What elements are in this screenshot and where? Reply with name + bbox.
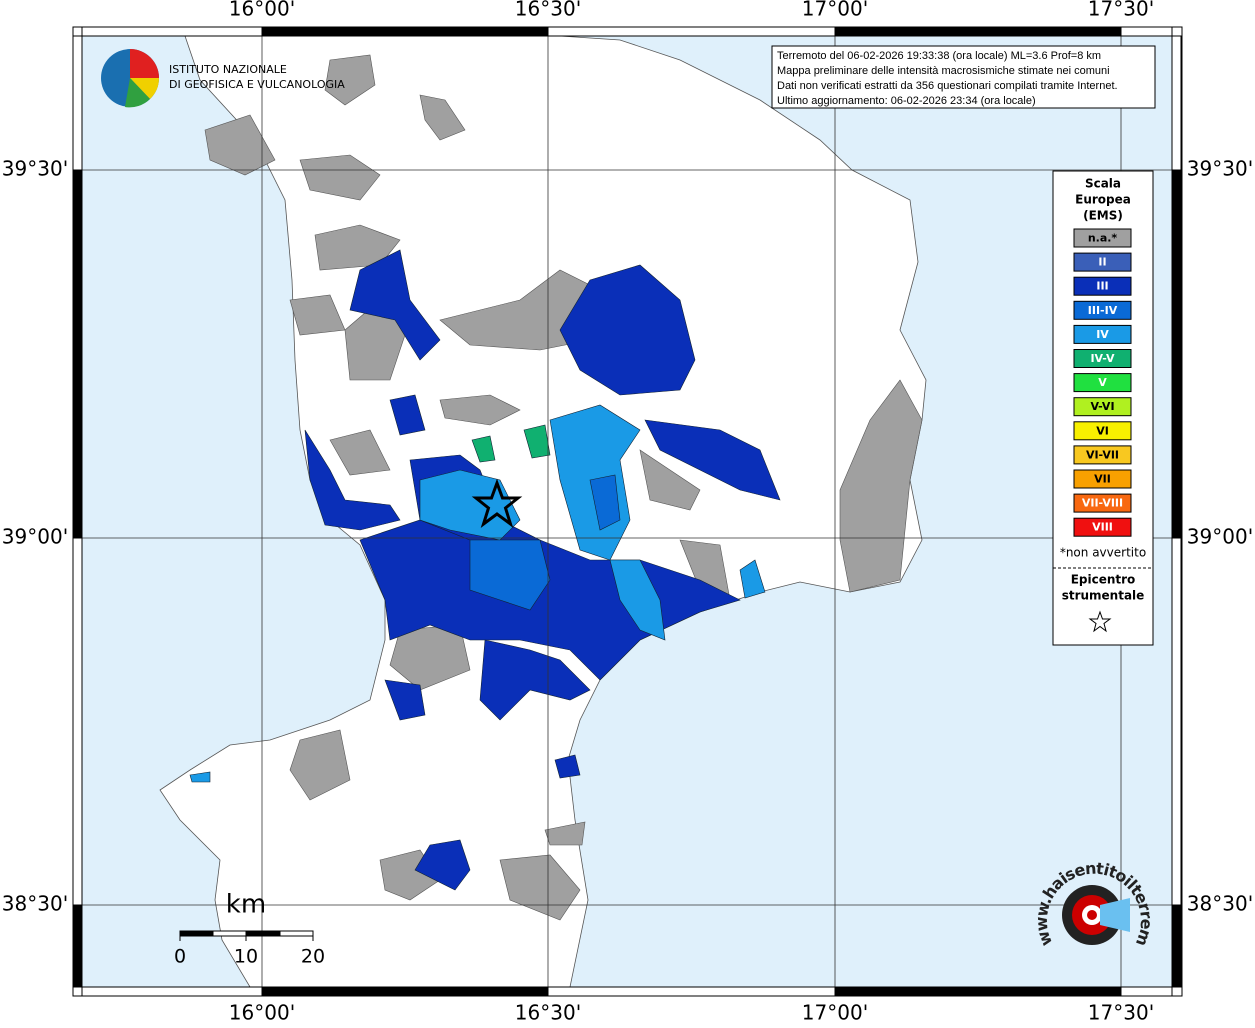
legend-title: (EMS) [1083, 209, 1123, 223]
legend-label: V [1098, 376, 1107, 389]
frame-bar [1171, 169, 1182, 539]
epicentre-star [471, 478, 523, 528]
frame-bar [261, 986, 549, 997]
legend-note: *non avvertito [1060, 546, 1146, 560]
frame-bar [834, 26, 1122, 37]
legend-label: V-VI [1090, 400, 1114, 413]
ingv-logo: ISTITUTO NAZIONALE DI GEOFISICA E VULCAN… [101, 49, 345, 108]
lon-label: 17°30' [1088, 1001, 1154, 1025]
frame-bar [547, 986, 836, 997]
legend-swatch [1073, 469, 1132, 489]
scale-unit: km [226, 890, 266, 920]
logo-ring [1087, 910, 1097, 920]
legend-label: III [1096, 280, 1108, 293]
intensity-areas [189, 249, 781, 891]
legend-swatch [1073, 373, 1132, 393]
lat-label: 39°00' [2, 525, 68, 549]
legend-star [1088, 610, 1112, 633]
frame-bar [1171, 537, 1182, 906]
legend-swatch [1073, 252, 1132, 272]
legend-label: II [1098, 256, 1106, 269]
info-line: Dati non verificati estratti da 356 ques… [777, 80, 1118, 92]
lat-label: 38°30' [2, 892, 68, 916]
frame-bar [72, 904, 83, 988]
info-text: Terremoto del 06-02-2026 19:33:38 (ora l… [777, 50, 1118, 107]
legend: ScalaEuropea(EMS)n.a.*IIIIIIII-IVIVIV-VV… [1060, 177, 1146, 603]
lat-label: 38°30' [1187, 892, 1253, 916]
info-box [771, 45, 1156, 109]
legend-swatch [1073, 349, 1132, 368]
legend-swatch [1073, 517, 1132, 537]
frame-bar [72, 537, 83, 906]
scale-segment [212, 930, 247, 937]
info-line: Ultimo aggiornamento: 06-02-2026 23:34 (… [777, 95, 1036, 107]
logo-text: ISTITUTO NAZIONALE [169, 63, 287, 76]
scale-segment [179, 930, 214, 937]
legend-swatch [1073, 493, 1132, 513]
legend-label: VI [1096, 424, 1109, 437]
scale-segment [245, 930, 280, 937]
legend-label: VI-VII [1086, 448, 1119, 461]
legend-label: VIII [1092, 521, 1113, 534]
scale-label: 10 [234, 946, 258, 968]
legend-swatch [1073, 397, 1132, 417]
lon-label: 17°30' [1088, 0, 1154, 21]
graticule [82, 36, 1172, 987]
lon-label: 16°00' [229, 1001, 295, 1025]
legend-swatch [1073, 300, 1132, 320]
frame-bar [72, 169, 83, 539]
info-line: Mappa preliminare delle intensità macros… [777, 65, 1110, 77]
frame-bar [81, 26, 263, 37]
lon-label: 17°00' [802, 0, 868, 21]
lon-label: 16°30' [515, 1001, 581, 1025]
frame-bar [1171, 35, 1182, 171]
frame-bar [1171, 904, 1182, 988]
lat-label: 39°00' [1187, 525, 1253, 549]
legend-swatch [1073, 276, 1132, 296]
legend-title: Scala [1085, 177, 1121, 191]
info-line: Terremoto del 06-02-2026 19:33:38 (ora l… [777, 50, 1101, 62]
legend-epicentre: strumentale [1062, 589, 1145, 603]
legend-label: VII-VIII [1082, 497, 1123, 510]
legend-label: III-IV [1088, 304, 1118, 317]
lat-label: 39°30' [2, 157, 68, 181]
scale-bar: km 0 10 20 [174, 890, 325, 968]
lon-label: 16°00' [229, 0, 295, 21]
logo-segment [130, 49, 159, 78]
scale-label: 20 [301, 946, 325, 968]
legend-swatch [1073, 324, 1132, 344]
legend-swatch [1073, 421, 1132, 441]
legend-label: IV-V [1090, 352, 1115, 365]
lat-label: 39°30' [1187, 157, 1253, 181]
legend-swatch [1073, 445, 1132, 465]
legend-epicentre: Epicentro [1071, 573, 1136, 587]
frame [72, 26, 1183, 997]
logo-segment [130, 78, 159, 99]
frame-bar [547, 26, 836, 37]
legend-label: n.a.* [1088, 232, 1118, 245]
scale-segment [279, 930, 314, 937]
lon-label: 17°00' [802, 1001, 868, 1025]
frame-bar [72, 35, 83, 171]
logo-segment [125, 78, 150, 108]
scale-label: 0 [174, 946, 186, 968]
logo-text: DI GEOFISICA E VULCANOLOGIA [169, 78, 345, 91]
legend-title: Europea [1075, 193, 1131, 207]
logo-megaphone [1100, 898, 1130, 932]
frame-bar [81, 986, 263, 997]
frame-bar [1120, 26, 1173, 37]
frame-bar [261, 26, 549, 37]
lon-label: 16°30' [515, 0, 581, 21]
frame-bar [1120, 986, 1173, 997]
legend-label: IV [1096, 328, 1109, 341]
legend-label: VII [1094, 473, 1111, 486]
legend-swatch [1073, 228, 1132, 248]
frame-bar [834, 986, 1122, 997]
